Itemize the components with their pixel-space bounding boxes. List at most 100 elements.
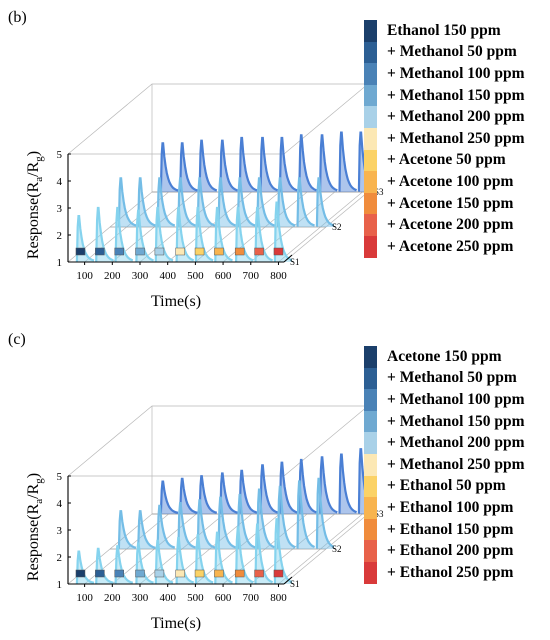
peak <box>238 469 258 514</box>
x-tick-label: 300 <box>132 592 149 604</box>
legend-item: + Methanol 150 ppm <box>364 84 544 107</box>
legend-swatch <box>364 346 377 368</box>
peak-fill <box>160 143 179 192</box>
panel-label: (c) <box>8 331 26 348</box>
peak-fill <box>299 460 317 514</box>
peak <box>298 134 317 192</box>
peak-fill <box>197 500 215 549</box>
time-swatch <box>234 247 245 256</box>
time-swatch <box>75 569 86 578</box>
y-tick-label: 2 <box>57 230 63 242</box>
series-s3 <box>152 448 377 515</box>
time-swatch <box>114 247 124 256</box>
peak <box>319 134 338 192</box>
legend-label: + Methanol 250 ppm <box>387 129 525 147</box>
peak <box>156 177 176 227</box>
peak-fill <box>297 481 315 549</box>
peak-fill <box>218 497 236 549</box>
x-tick-label: 200 <box>104 592 121 604</box>
peak <box>177 502 196 549</box>
legend-swatch <box>364 453 377 476</box>
peak <box>179 477 198 514</box>
legend-item: Acetone 150 ppm <box>364 346 544 368</box>
peak-fill <box>358 449 377 514</box>
legend-label: + Methanol 200 ppm <box>387 108 525 126</box>
peak <box>117 510 137 549</box>
x-tick-label: 100 <box>76 592 93 604</box>
peak-fill <box>138 511 156 549</box>
peak <box>254 523 274 584</box>
legend-label: Acetone 150 ppm <box>387 347 502 365</box>
legend-label: + Ethanol 50 ppm <box>387 477 506 495</box>
peak <box>156 504 176 549</box>
time-swatch <box>154 569 165 578</box>
peak-fill <box>257 489 275 549</box>
peak <box>179 142 198 192</box>
legend-swatch <box>364 41 377 64</box>
legend-swatch <box>364 127 377 150</box>
time-swatch <box>273 569 284 578</box>
time-swatch <box>194 247 205 256</box>
peak-fill <box>278 486 296 549</box>
legend-item: + Ethanol 100 ppm <box>364 497 544 519</box>
sensor-label-s1: S1 <box>290 579 300 589</box>
x-tick-label: 600 <box>215 270 232 282</box>
peak <box>259 464 278 514</box>
legend-item: + Methanol 100 ppm <box>364 389 544 411</box>
legend-label: + Ethanol 250 ppm <box>387 563 514 581</box>
legend-item: + Ethanol 200 ppm <box>364 540 544 562</box>
y-tick-label: 4 <box>57 498 63 510</box>
legend-item: + Methanol 250 ppm <box>364 453 544 476</box>
legend-item: + Methanol 50 ppm <box>364 41 544 64</box>
peak-fill <box>278 178 296 227</box>
x-tick-label: 400 <box>159 270 176 282</box>
peak <box>296 480 316 549</box>
time-swatch <box>214 247 224 256</box>
legend-swatch <box>364 518 377 541</box>
legend-swatch <box>364 63 377 85</box>
peak <box>236 493 256 549</box>
time-swatch <box>234 569 245 578</box>
peak <box>196 499 216 549</box>
x-tick-label: 300 <box>132 270 149 282</box>
peak-fill <box>180 143 198 192</box>
panel-label: (b) <box>8 9 27 26</box>
peak-fill <box>160 481 179 514</box>
legend-label: + Methanol 50 ppm <box>387 43 517 61</box>
peak <box>198 139 218 192</box>
y-axis-title: Response(Ra/Rg) <box>25 151 45 259</box>
y-tick-label: 4 <box>57 176 63 188</box>
peak-fill <box>138 178 156 227</box>
peak-fill <box>239 470 257 514</box>
peak <box>256 177 275 227</box>
peak-fill <box>237 178 256 227</box>
peak <box>217 496 237 549</box>
chart-b-legend: Ethanol 150 ppm + Methanol 50 ppm + Methan… <box>364 20 544 258</box>
x-tick-label: 600 <box>215 592 232 604</box>
peak-fill <box>118 178 137 227</box>
peak <box>238 136 258 192</box>
legend-item: + Acetone 50 ppm <box>364 149 544 172</box>
time-swatch <box>95 569 105 578</box>
chart-panel-b: (b) S3 S2 S1 1 2 3 4 5 100 200 300 400 500 600 700 800 Ti… <box>0 0 550 318</box>
peak-fill <box>299 135 317 192</box>
legend-label: + Ethanol 200 ppm <box>387 542 514 560</box>
y-tick-label: 5 <box>57 149 63 161</box>
peak-fill <box>237 495 256 549</box>
peak-fill <box>220 473 238 514</box>
legend-item: + Ethanol 50 ppm <box>364 475 544 498</box>
legend-swatch <box>364 561 377 584</box>
peak-fill <box>180 478 198 514</box>
peak-fill <box>197 178 215 227</box>
peak <box>219 472 238 514</box>
legend-item: + Acetone 100 ppm <box>364 171 544 193</box>
peak-fill <box>178 503 196 549</box>
time-swatch <box>214 569 224 578</box>
peak-fill <box>157 505 175 549</box>
x-tick-label: 700 <box>243 592 260 604</box>
peak-fill <box>157 178 175 227</box>
peak-fill <box>199 140 217 192</box>
peak <box>217 177 236 227</box>
peak-fill <box>316 478 335 549</box>
legend-label: + Methanol 200 ppm <box>387 434 525 452</box>
